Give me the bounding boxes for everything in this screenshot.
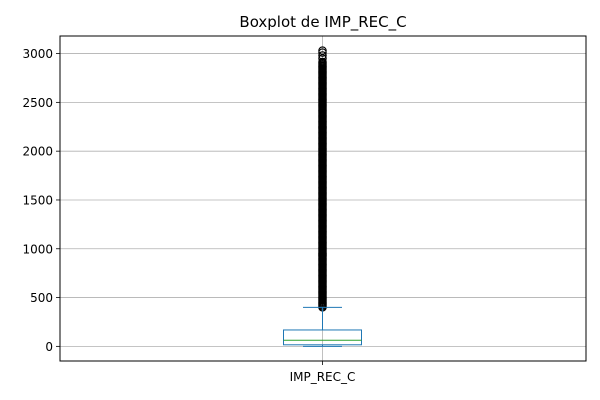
outlier-point xyxy=(318,57,327,67)
outlier-point xyxy=(318,51,327,60)
y-tick-label: 3000 xyxy=(22,47,53,61)
box-iqr xyxy=(283,329,362,346)
axes-frame xyxy=(59,35,587,362)
y-tick-label: 2000 xyxy=(22,145,53,159)
x-axis: IMP_REC_C xyxy=(290,361,356,384)
y-axis: 0 500 1000 1500 2000 2500 3000 xyxy=(22,47,60,354)
outlier-point xyxy=(318,46,327,55)
chart-title: Boxplot de IMP_REC_C xyxy=(239,13,406,32)
y-tick-label: 1500 xyxy=(22,193,53,207)
y-tick-label: 0 xyxy=(45,340,53,354)
y-tick-label: 1000 xyxy=(22,242,53,256)
plot-area xyxy=(283,46,362,347)
y-tick-label: 2500 xyxy=(22,96,53,110)
y-tick-label: 500 xyxy=(30,291,53,305)
x-tick-label: IMP_REC_C xyxy=(290,370,356,384)
